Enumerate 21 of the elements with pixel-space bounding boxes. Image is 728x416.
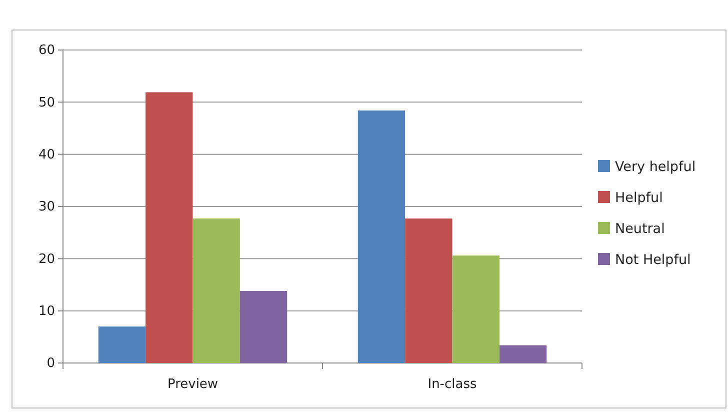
legend-label: Not Helpful: [615, 252, 691, 268]
bar: [240, 291, 288, 363]
legend-label: Helpful: [615, 190, 663, 206]
x-tick-label: In-class: [428, 377, 477, 392]
x-tick-label: Preview: [167, 377, 218, 392]
y-tick-label: 0: [46, 356, 55, 372]
bar: [146, 92, 193, 363]
bar: [98, 326, 146, 363]
legend-label: Very helpful: [615, 159, 696, 175]
y-tick-label: 30: [38, 200, 55, 215]
y-tick-label: 40: [38, 147, 55, 162]
bar: [499, 345, 547, 363]
y-tick-label: 50: [38, 95, 55, 110]
y-tick-label: 10: [38, 304, 55, 319]
bar: [405, 218, 452, 363]
y-tick-label: 60: [38, 43, 55, 58]
bar: [192, 218, 240, 363]
y-tick-label: 20: [38, 252, 55, 267]
legend-label: Neutral: [615, 221, 665, 237]
bar: [358, 110, 406, 363]
bar: [452, 256, 500, 363]
